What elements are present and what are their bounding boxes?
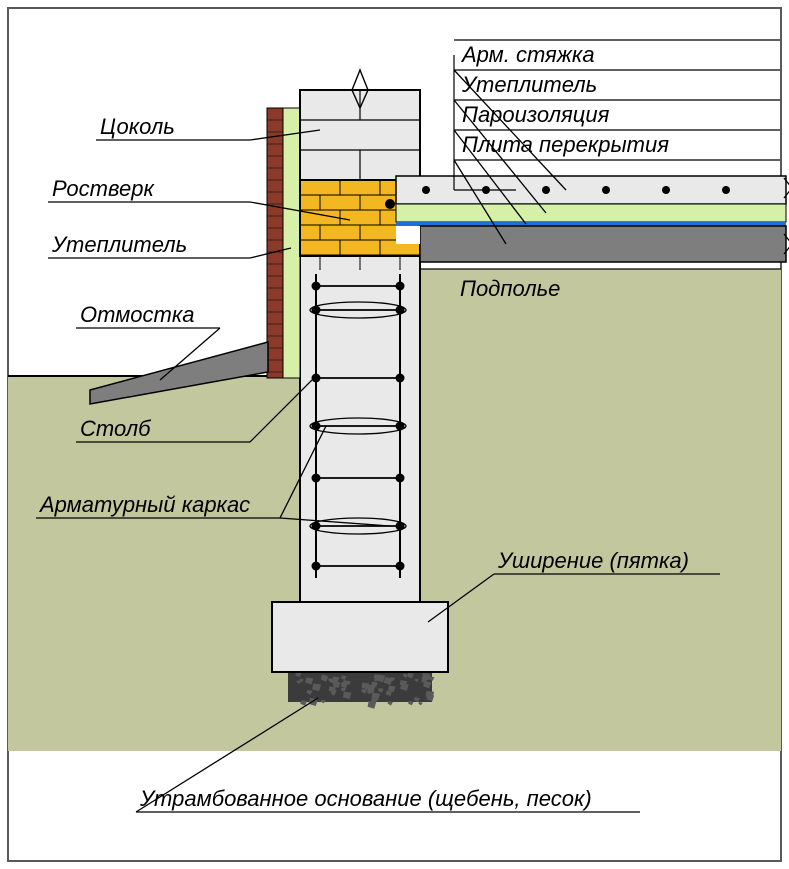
insulation-strip [283,108,300,378]
footing [272,602,448,672]
label-rostverk: Ростверк [52,176,155,201]
label-plita: Плита перекрытия [462,132,669,157]
label-arm-styazhka: Арм. стяжка [460,42,595,67]
label-paroiz: Пароизоляция [462,102,610,127]
label-ushirenie: Уширение (пятка) [497,548,689,573]
floor-slab [420,226,786,262]
label-arm-karkas: Арматурный каркас [38,492,250,517]
label-otmostka: Отмостка [80,302,194,327]
label-stolb: Столб [80,416,152,441]
label-tsokol: Цоколь [100,114,175,139]
label-utramb: Утрамбованное основание (щебень, песок) [139,786,592,811]
label-uteplitel-left: Утеплитель [51,232,187,257]
label-podpolie: Подполье [460,276,560,301]
slab-insulation [396,204,786,222]
label-uteplitel-top: Утеплитель [461,72,597,97]
brick-facing [267,108,283,378]
